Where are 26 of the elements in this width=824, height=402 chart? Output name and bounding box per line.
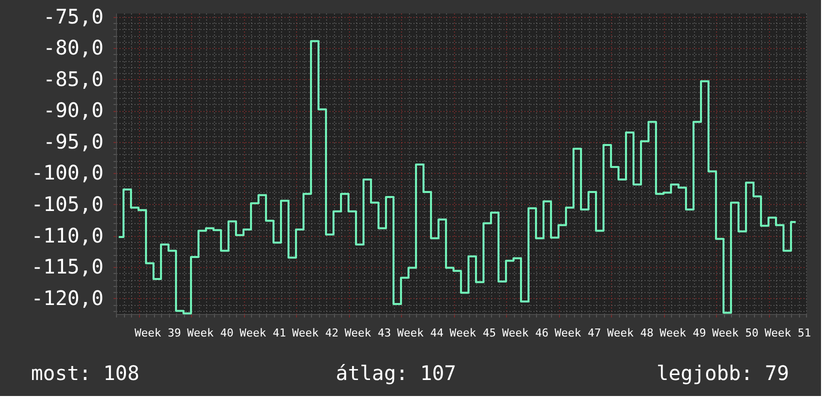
- y-tick-label: -105,0: [31, 192, 104, 216]
- x-tick-label: Week 40: [187, 326, 234, 340]
- x-tick-label: Week 44: [397, 326, 444, 340]
- x-tick-label: Week 48: [607, 326, 654, 340]
- x-tick-label: Week 46: [502, 326, 548, 340]
- x-tick-label: Week 43: [344, 326, 391, 340]
- x-tick-label: Week 50: [712, 326, 758, 340]
- x-tick-label: Week 47: [554, 326, 601, 340]
- y-tick-label: -90,0: [43, 98, 104, 122]
- y-tick-label: -95,0: [43, 129, 104, 154]
- x-tick-label: Week 42: [292, 326, 338, 340]
- text: átlag: 107: [336, 361, 456, 385]
- y-tick-label: -120,0: [31, 286, 104, 310]
- y-tick-label: -115,0: [31, 254, 104, 279]
- y-tick-label: -85,0: [43, 66, 104, 91]
- x-tick-label: Week 39: [134, 326, 181, 340]
- y-tick-label: -80,0: [43, 36, 104, 60]
- x-tick-label: Week 45: [450, 326, 496, 340]
- text: most: 108: [31, 361, 140, 385]
- y-tick-label: -110,0: [31, 223, 104, 248]
- y-tick-label: -100,0: [31, 160, 104, 185]
- x-tick-label: Week 51: [764, 326, 811, 340]
- y-tick-label: -75,0: [43, 4, 104, 28]
- text: legjobb: 79: [656, 361, 789, 385]
- x-tick-label: Week 41: [240, 326, 286, 340]
- x-tick-label: Week 49: [660, 326, 706, 340]
